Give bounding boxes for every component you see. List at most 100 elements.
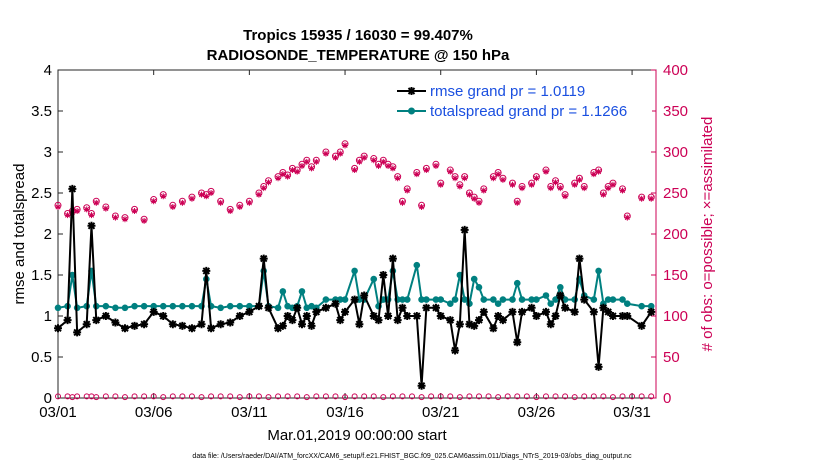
rmse-point	[321, 303, 330, 312]
obs-rejected-point	[629, 393, 636, 400]
rmse-point	[551, 312, 560, 320]
totalspread-point	[217, 304, 224, 312]
rmse-point	[336, 316, 345, 325]
rmse-series	[54, 184, 656, 390]
rmse-point	[278, 321, 287, 330]
obs-assimilated-point	[55, 203, 61, 210]
obs-rejected-point	[466, 393, 473, 400]
obs-rejected-point	[600, 393, 607, 400]
y-axis-label: rmse and totalspread	[11, 164, 28, 305]
totalspread-point	[647, 302, 655, 310]
obs-rejected-point	[619, 393, 626, 400]
totalspread-point	[112, 304, 119, 312]
x-axis: 03/01 03/06 03/11 03/16 03/21 03/26 03/31	[39, 70, 651, 421]
obs-assimilated-point	[217, 199, 224, 206]
rmse-point	[412, 312, 421, 320]
obs-assimilated-point	[514, 199, 521, 206]
rmse-point	[417, 381, 426, 390]
chart-title-line2: RADIOSONDE_TEMPERATURE @ 150 hPa	[207, 47, 510, 64]
obs-rejected-point	[542, 393, 549, 400]
obs-assimilated-point	[342, 142, 349, 149]
rmse-point	[202, 266, 211, 275]
obs-rejected-point	[552, 393, 559, 400]
obs-rejected-point	[322, 393, 329, 400]
totalspread-point	[246, 302, 253, 310]
obs-assimilated-point	[121, 216, 128, 223]
obs-rejected-point	[227, 393, 234, 400]
right-tick-label: 50	[663, 349, 680, 366]
obs-rejected-point	[361, 393, 368, 400]
obs-assimilated-point	[490, 175, 497, 182]
totalspread-point	[490, 296, 497, 303]
rmse-point	[374, 316, 383, 325]
obs-assimilated-point	[480, 187, 487, 194]
right-tick-label: 250	[663, 185, 688, 202]
totalspread-point	[590, 296, 598, 303]
totalspread-point	[595, 267, 602, 275]
obs-assimilated-point	[255, 191, 262, 198]
rmse-point	[293, 303, 302, 312]
totalspread-point	[150, 302, 157, 310]
totalspread-point	[432, 296, 440, 303]
obs-assimilated-point	[88, 212, 95, 219]
x-axis-label: Mar.01,2019 00:00:00 start	[267, 427, 447, 444]
totalspread-point	[413, 261, 421, 269]
obs-assimilated-point	[609, 181, 616, 188]
left-tick-label: 2	[44, 226, 52, 243]
left-tick-label: 3	[44, 144, 52, 161]
obs-rejected-point	[141, 393, 148, 400]
obs-rejected-point	[351, 393, 358, 400]
obs-assimilated-point	[313, 158, 320, 165]
rmse-point	[111, 318, 120, 327]
obs-rejected-point	[102, 393, 109, 400]
left-tick-label: 0	[44, 390, 52, 407]
rmse-point	[527, 303, 536, 312]
x-tick-label: 03/01	[39, 404, 77, 421]
obs-count-series	[54, 140, 655, 401]
obs-assimilated-point	[102, 205, 109, 212]
obs-assimilated-point	[93, 199, 100, 206]
obs-assimilated-point	[294, 168, 301, 175]
obs-assimilated-point	[600, 191, 607, 198]
totalspread-point	[179, 302, 186, 310]
totalspread-point	[470, 275, 478, 283]
rmse-point	[580, 295, 589, 304]
rmse-point	[187, 324, 196, 333]
rmse-point	[216, 320, 225, 329]
rmse-point	[637, 321, 646, 330]
rmse-point	[474, 316, 483, 325]
rmse-point	[451, 346, 460, 355]
obs-rejected-point	[55, 393, 61, 400]
right-tick-label: 150	[663, 267, 688, 284]
rmse-point	[532, 312, 541, 320]
obs-assimilated-point	[423, 167, 430, 174]
rmse-point	[393, 316, 402, 325]
left-axis: 0 0.5 1 1.5 2 2.5 3 3.5 4	[31, 62, 63, 407]
rmse-point	[68, 184, 77, 193]
totalspread-point	[604, 296, 612, 303]
totalspread-point	[513, 279, 521, 287]
left-tick-label: 1.5	[31, 267, 52, 284]
left-tick-label: 2.5	[31, 185, 52, 202]
obs-assimilated-point	[179, 199, 186, 206]
obs-rejected-point	[389, 393, 396, 400]
rmse-point	[369, 312, 378, 320]
obs-assimilated-point	[557, 185, 564, 192]
totalspread-point	[418, 296, 425, 303]
rmse-point	[455, 320, 464, 329]
totalspread-point	[274, 304, 282, 312]
x-tick-label: 03/16	[326, 404, 364, 421]
obs-rejected-point	[169, 393, 176, 400]
obs-assimilated-point	[74, 208, 81, 215]
obs-rejected-point	[418, 394, 425, 401]
rmse-point	[446, 316, 455, 325]
obs-rejected-point	[581, 393, 588, 400]
rmse-point	[465, 320, 474, 329]
totalspread-point	[121, 304, 129, 312]
obs-rejected-point	[188, 393, 195, 400]
rmse-point	[235, 312, 244, 320]
obs-assimilated-point	[552, 179, 559, 186]
rmse-point	[623, 312, 632, 320]
rmse-point	[245, 307, 254, 316]
rmse-point	[312, 307, 321, 316]
